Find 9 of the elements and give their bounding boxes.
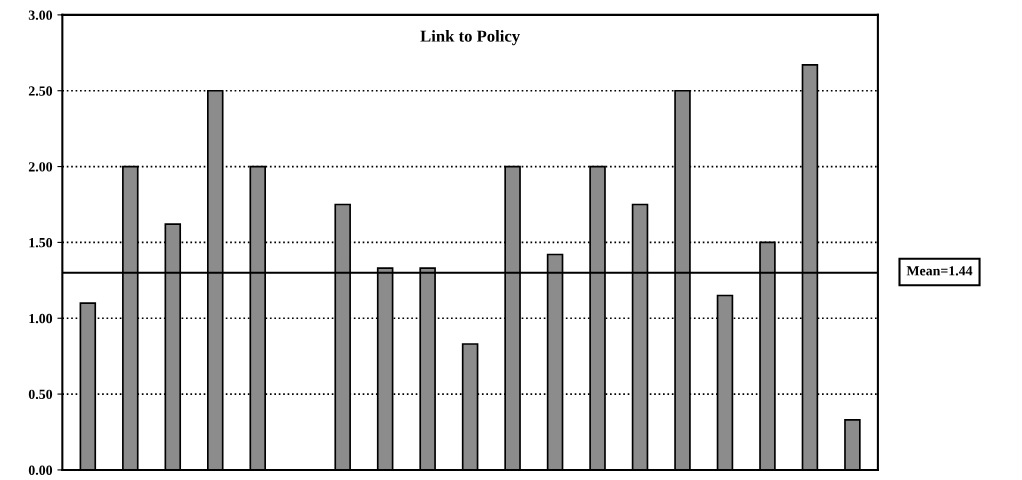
y-tick-label: 1.00 (29, 313, 53, 324)
y-tick-label: 2.00 (28, 162, 53, 172)
text: Link to Policy (420, 30, 520, 46)
text: Mean=1.44 (906, 266, 973, 276)
y-tick-label: 2.50 (28, 86, 53, 96)
y-tick-label: 0.50 (28, 389, 53, 400)
y-tick-label: 3.00 (28, 10, 53, 20)
y-tick-label: 0.00 (28, 465, 53, 475)
y-tick-label: 1.50 (29, 237, 53, 248)
